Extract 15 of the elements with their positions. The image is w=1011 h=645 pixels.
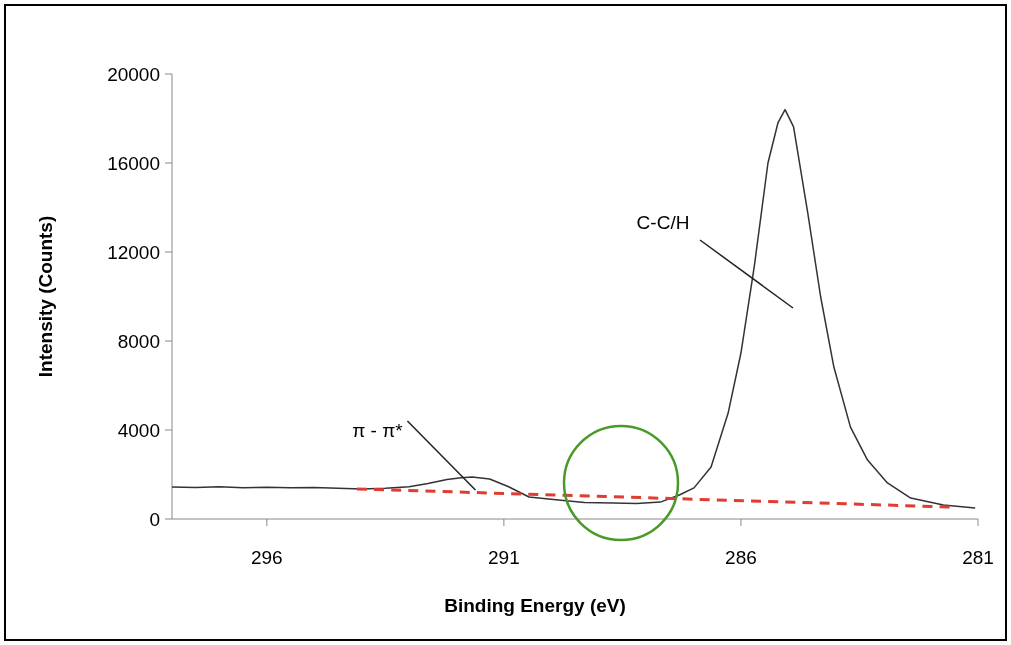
y-tick-label: 0 xyxy=(149,508,160,530)
x-tick-label: 291 xyxy=(488,547,520,568)
y-tick-label: 12000 xyxy=(107,241,160,263)
line-series xyxy=(171,108,976,509)
x-tick-label: 296 xyxy=(250,547,283,568)
x-tick-label: 286 xyxy=(725,547,757,568)
x-tick-label: 281 xyxy=(962,547,994,568)
y-axis-title: Intensity (Counts) xyxy=(35,215,56,378)
x-axis-title: Binding Energy (eV) xyxy=(444,595,626,616)
y-tick-label: 20000 xyxy=(107,63,160,85)
annotation: π - π* xyxy=(352,420,404,442)
y-tick-label: 4000 xyxy=(117,419,160,441)
y-tick-label: 16000 xyxy=(107,152,160,174)
y-tick-label: 8000 xyxy=(117,330,160,352)
annotation: C-C/H xyxy=(636,212,690,233)
